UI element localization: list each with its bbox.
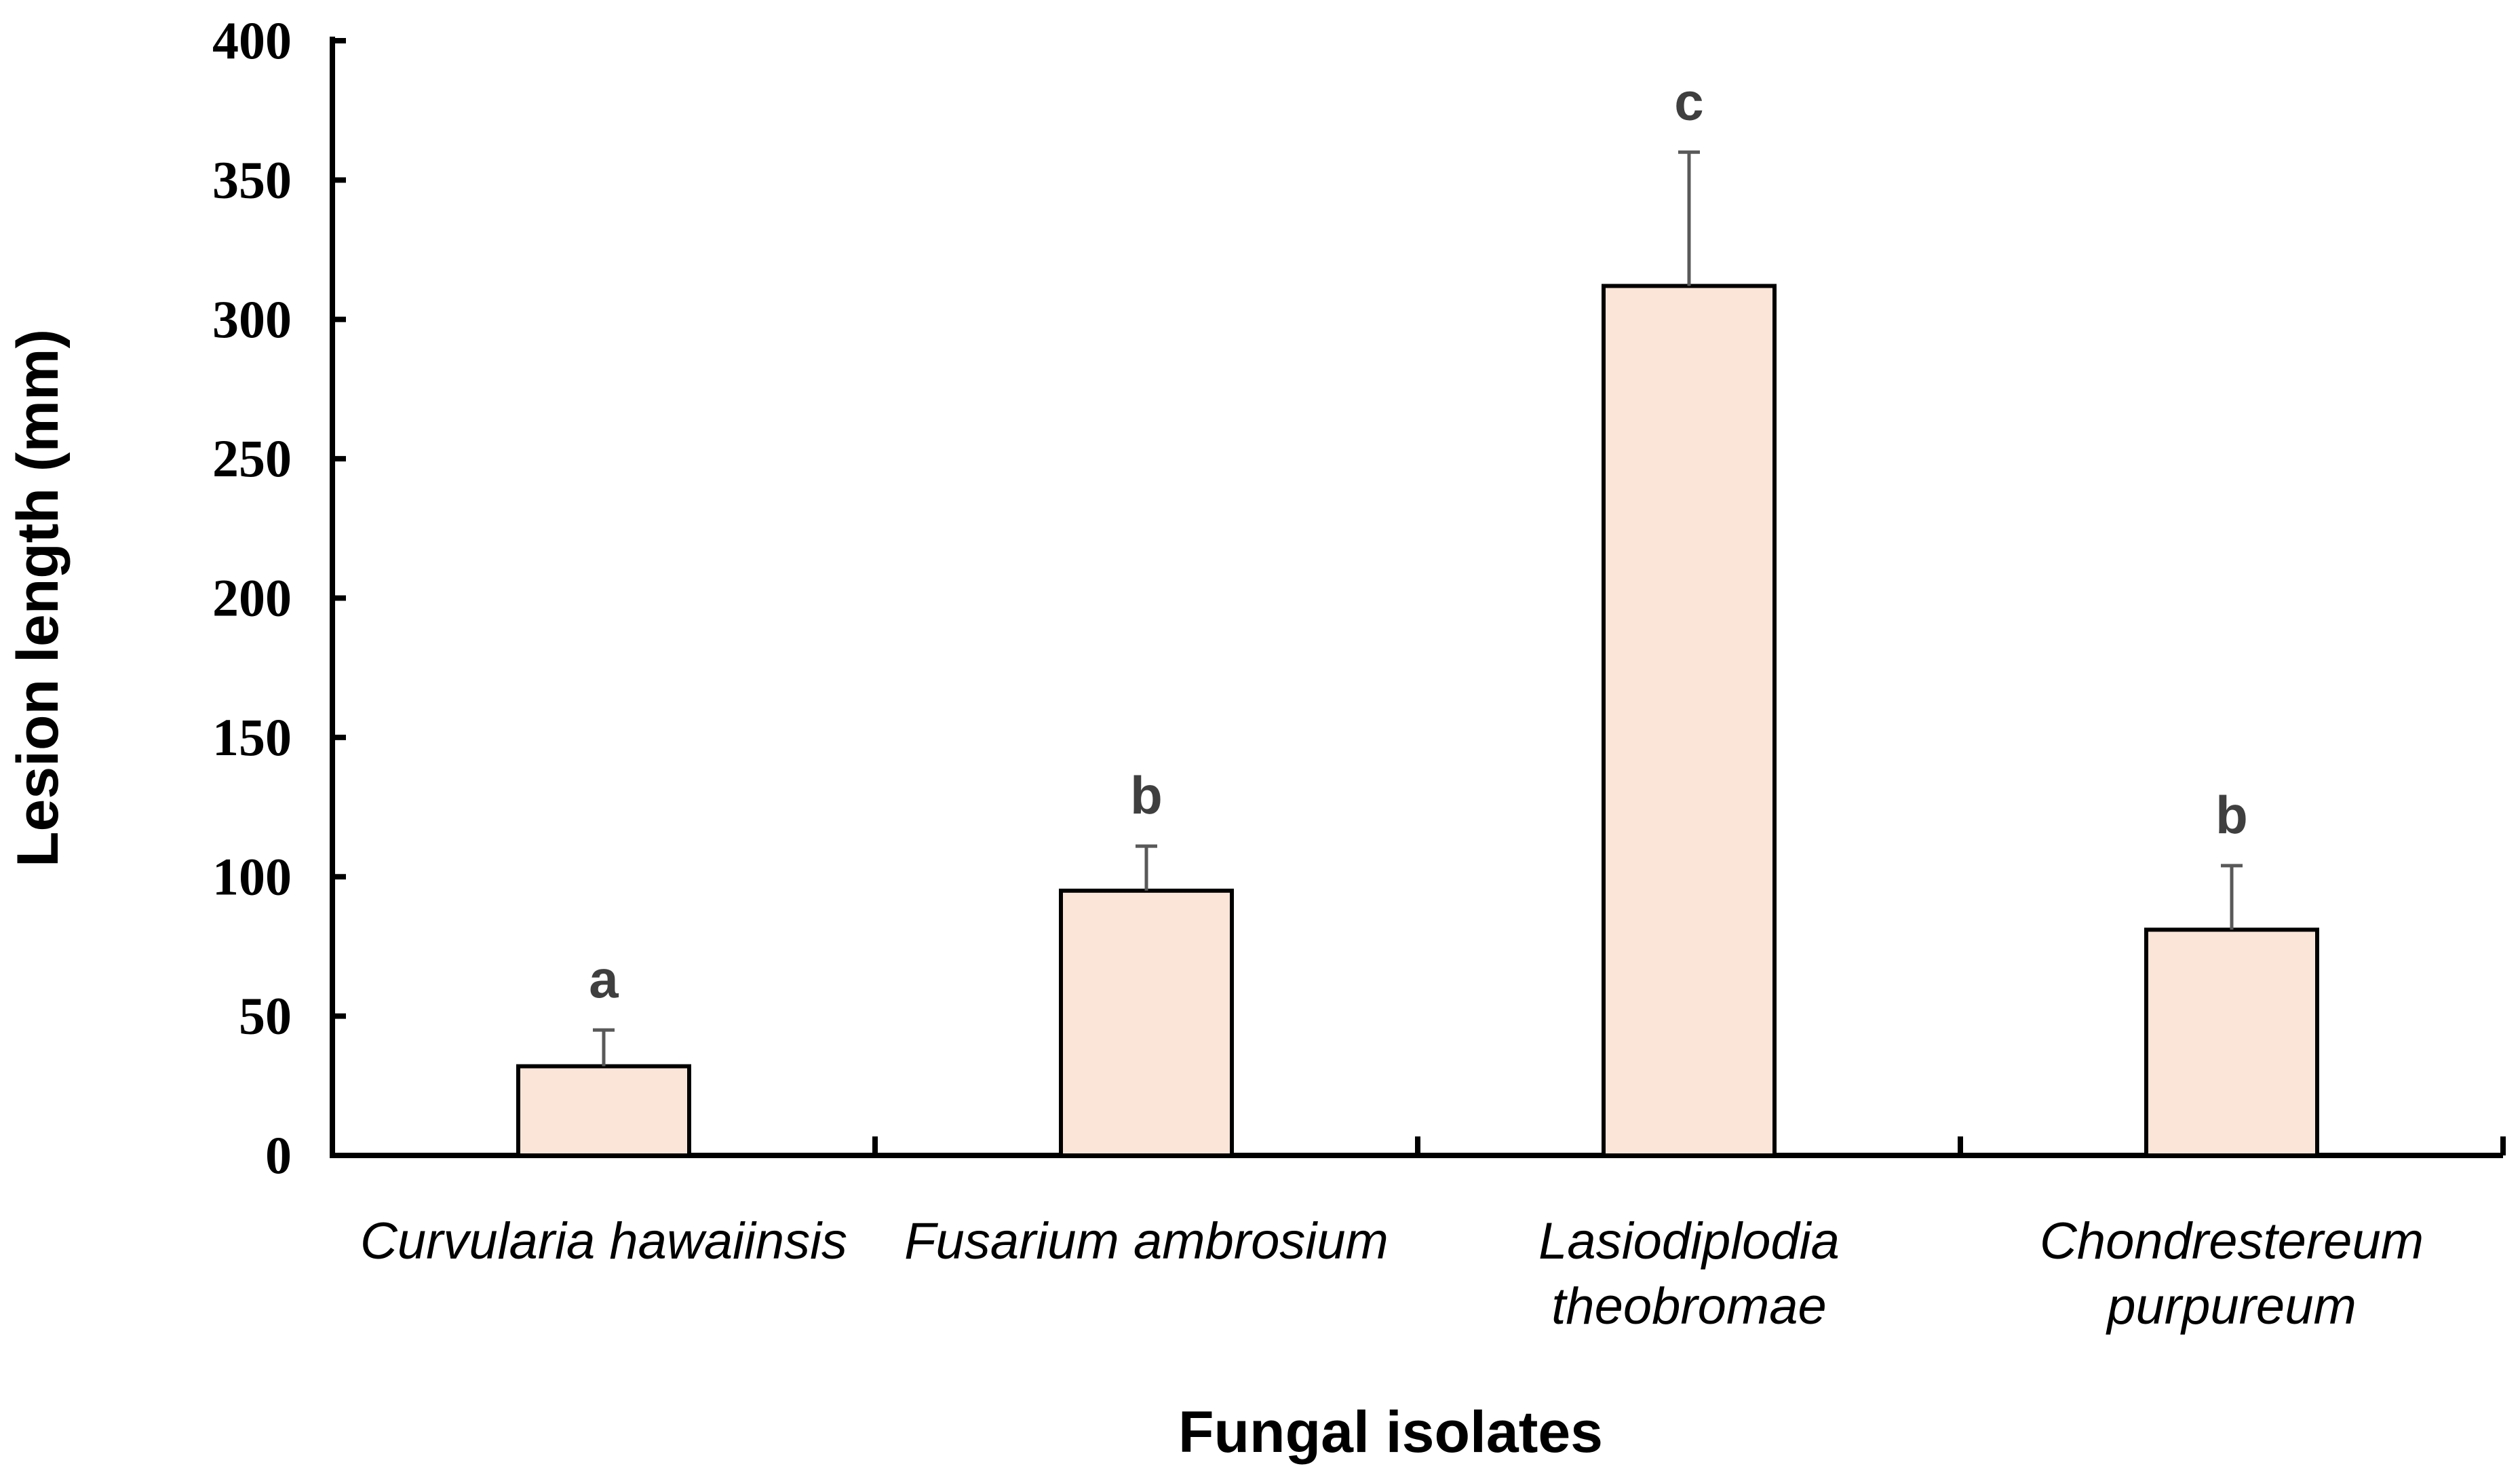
y-tick-label: 0 [265,1126,292,1185]
y-tick-label: 250 [212,429,292,488]
y-tick-label: 200 [212,569,292,628]
y-tick-label: 300 [212,290,292,349]
significance-letter: b [1130,765,1163,825]
x-axis-title: Fungal isolates [1178,1400,1603,1465]
x-category-label: theobromae [1551,1278,1827,1335]
y-tick-label: 150 [212,708,292,767]
y-tick-label: 400 [212,11,292,70]
x-category-label: Chondrestereum [2040,1212,2424,1270]
x-category-label: Fusarium ambrosium [904,1212,1389,1270]
y-tick-label: 100 [212,847,292,906]
significance-letter: b [2215,785,2248,845]
bar [516,1064,691,1158]
bar [1059,888,1234,1157]
x-category-label: purpureum [2106,1278,2357,1335]
bar [1602,284,1777,1158]
x-category-label: Lasiodiplodia [1538,1212,1840,1270]
bar [2144,927,2319,1157]
significance-letter: a [589,949,619,1009]
y-axis-title: Lesion length (mm) [5,329,71,867]
y-tick-label: 350 [212,150,292,209]
x-category-label: Curvularia hawaiinsis [360,1212,847,1270]
y-tick-label: 50 [239,986,292,1046]
significance-letter: c [1674,71,1703,131]
